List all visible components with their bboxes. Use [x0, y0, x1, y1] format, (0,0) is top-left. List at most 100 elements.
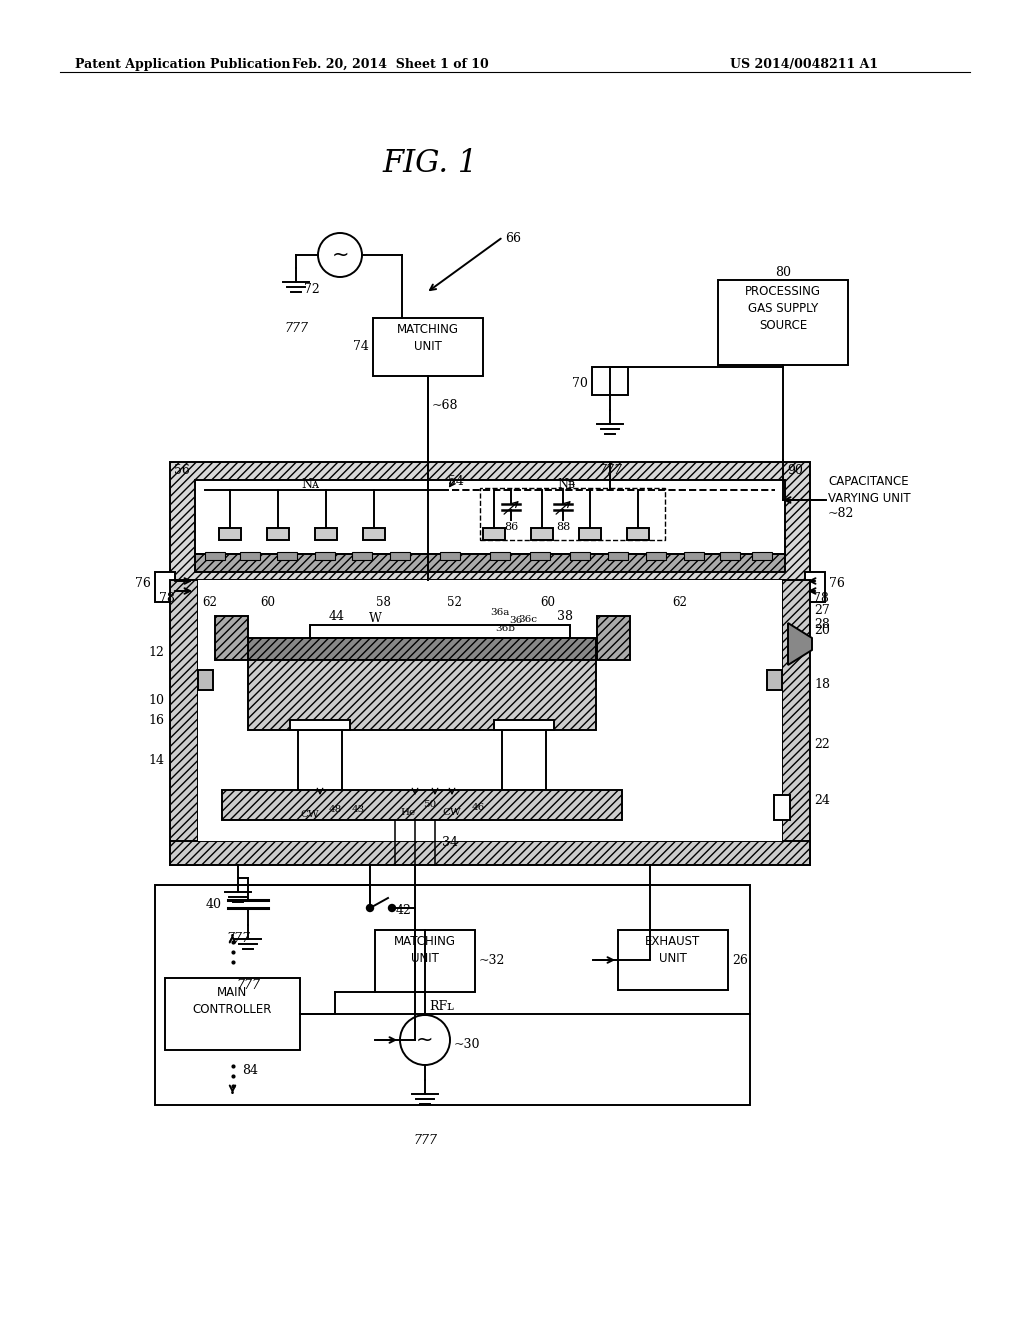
Text: 70: 70 — [572, 378, 588, 389]
Text: 56: 56 — [174, 465, 189, 477]
Bar — [490, 552, 510, 560]
Bar — [248, 660, 596, 730]
Text: 76: 76 — [829, 577, 845, 590]
Text: 78: 78 — [159, 591, 175, 605]
Text: 28: 28 — [814, 619, 829, 631]
Text: ~32: ~32 — [479, 954, 506, 968]
Bar — [375, 931, 475, 993]
Text: 84: 84 — [243, 1064, 258, 1077]
Text: 48: 48 — [329, 805, 342, 814]
Bar — [767, 671, 782, 690]
Text: 76: 76 — [135, 577, 151, 590]
Bar — [240, 552, 260, 560]
Text: 43: 43 — [351, 805, 365, 814]
Bar — [531, 528, 553, 540]
Text: 36: 36 — [509, 616, 522, 624]
Bar — [502, 730, 546, 789]
Bar — [362, 528, 385, 540]
Circle shape — [367, 904, 374, 912]
Bar — [198, 579, 782, 841]
Text: EXHAUST
UNIT: EXHAUST UNIT — [645, 935, 700, 965]
Text: ~68: ~68 — [432, 399, 459, 412]
Text: CW: CW — [301, 810, 319, 818]
Bar — [248, 638, 596, 660]
Bar — [215, 616, 248, 660]
Bar — [390, 552, 410, 560]
Text: Nᴀ: Nᴀ — [301, 478, 319, 491]
Bar — [205, 552, 225, 560]
Bar — [718, 280, 848, 366]
Text: 777: 777 — [284, 322, 308, 335]
Text: Feb. 20, 2014  Sheet 1 of 10: Feb. 20, 2014 Sheet 1 of 10 — [292, 58, 488, 71]
Text: 60: 60 — [541, 597, 555, 609]
Text: RFʟ: RFʟ — [429, 1001, 454, 1012]
Text: ~30: ~30 — [454, 1039, 480, 1052]
Bar — [483, 528, 505, 540]
Text: 36b: 36b — [495, 624, 515, 634]
Bar — [530, 552, 550, 560]
Bar — [352, 552, 372, 560]
Bar — [627, 528, 649, 540]
Bar — [646, 552, 666, 560]
Bar — [278, 552, 297, 560]
Text: FIG. 1: FIG. 1 — [382, 148, 477, 180]
Text: ~: ~ — [416, 1030, 434, 1049]
Text: 62: 62 — [673, 597, 687, 609]
Bar — [579, 528, 601, 540]
Text: 80: 80 — [775, 267, 791, 279]
Bar — [195, 554, 785, 572]
Text: 60: 60 — [260, 597, 275, 609]
Text: MATCHING
UNIT: MATCHING UNIT — [397, 323, 459, 352]
Text: ~82: ~82 — [828, 507, 854, 520]
Bar — [315, 552, 335, 560]
Bar — [222, 789, 622, 820]
Text: 72: 72 — [304, 282, 319, 296]
Text: 27: 27 — [814, 603, 829, 616]
Bar — [310, 624, 570, 638]
Bar — [315, 528, 337, 540]
Text: 46: 46 — [471, 803, 484, 812]
Bar — [198, 671, 213, 690]
Text: MATCHING
UNIT: MATCHING UNIT — [394, 935, 456, 965]
Bar — [373, 318, 483, 376]
Circle shape — [388, 904, 395, 912]
Bar — [195, 480, 785, 554]
Text: 86: 86 — [504, 521, 518, 532]
Text: ~: ~ — [331, 246, 349, 265]
Text: 22: 22 — [814, 738, 829, 751]
Text: 24: 24 — [814, 793, 829, 807]
Text: 50: 50 — [423, 800, 436, 809]
Text: 20: 20 — [814, 623, 829, 636]
Text: PROCESSING
GAS SUPPLY
SOURCE: PROCESSING GAS SUPPLY SOURCE — [745, 285, 821, 333]
Text: 10: 10 — [148, 693, 164, 706]
Bar — [440, 552, 460, 560]
Text: 777: 777 — [226, 932, 250, 945]
Bar — [165, 978, 300, 1049]
Text: 52: 52 — [446, 597, 462, 609]
Text: 34: 34 — [442, 836, 458, 849]
Text: Patent Application Publication: Patent Application Publication — [75, 58, 291, 71]
Bar — [805, 572, 825, 602]
Text: 66: 66 — [505, 232, 521, 246]
Text: MAIN
CONTROLLER: MAIN CONTROLLER — [193, 986, 272, 1016]
Bar — [298, 730, 342, 789]
Text: 88: 88 — [556, 521, 570, 532]
Text: 36a: 36a — [490, 609, 510, 616]
Bar — [618, 931, 728, 990]
Polygon shape — [788, 623, 812, 665]
Text: CAPACITANCE
VARYING UNIT: CAPACITANCE VARYING UNIT — [828, 475, 910, 506]
Bar — [219, 528, 241, 540]
Bar — [592, 367, 628, 395]
Bar — [170, 462, 810, 579]
Text: 777: 777 — [236, 979, 260, 993]
Bar — [597, 616, 630, 660]
Text: 38: 38 — [557, 610, 573, 623]
Bar — [267, 528, 289, 540]
Bar — [684, 552, 705, 560]
Text: 26: 26 — [732, 953, 748, 966]
Bar — [570, 552, 590, 560]
Text: W: W — [369, 612, 381, 624]
Bar — [170, 579, 198, 865]
Bar — [155, 572, 175, 602]
Text: 62: 62 — [203, 597, 217, 609]
